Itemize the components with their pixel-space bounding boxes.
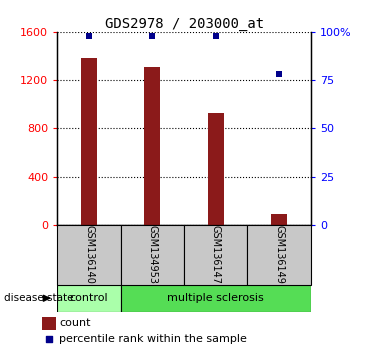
Bar (144, 67, 160, 225)
Bar (121, 225, 184, 285)
Bar (121, 285, 311, 312)
Text: disease state: disease state (4, 293, 73, 303)
Text: GSM136149: GSM136149 (274, 225, 284, 284)
Point (86, 33, 92, 39)
Bar (57, 225, 121, 285)
Text: multiple sclerosis: multiple sclerosis (167, 293, 264, 303)
Bar (81, 58, 97, 225)
Bar (248, 225, 311, 285)
Text: percentile rank within the sample: percentile rank within the sample (59, 334, 247, 344)
Title: GDS2978 / 203000_at: GDS2978 / 203000_at (104, 17, 264, 31)
Point (213, 33, 219, 39)
Bar (57, 285, 121, 312)
Point (276, 72, 282, 77)
Text: count: count (59, 319, 91, 329)
Bar (271, 214, 287, 225)
Text: GSM136147: GSM136147 (211, 225, 221, 284)
Text: GSM136140: GSM136140 (84, 225, 94, 284)
Text: control: control (70, 293, 108, 303)
Text: GSM134953: GSM134953 (147, 225, 157, 284)
Bar (184, 225, 248, 285)
Point (149, 33, 155, 39)
Bar (208, 113, 224, 225)
Point (46, 336, 52, 342)
Bar (42, 316, 56, 330)
